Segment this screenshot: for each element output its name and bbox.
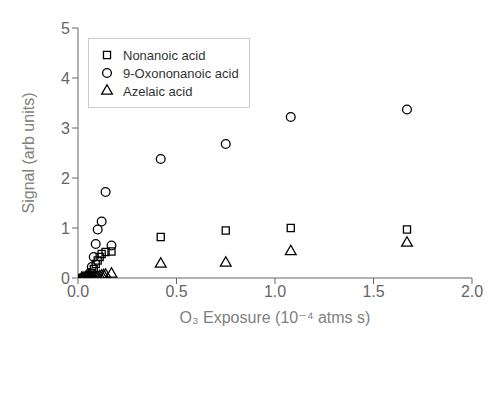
svg-text:5: 5 xyxy=(61,20,70,37)
svg-text:4: 4 xyxy=(61,70,70,87)
svg-text:0.0: 0.0 xyxy=(67,283,89,300)
svg-text:O₃ Exposure (10⁻⁴ atms s): O₃ Exposure (10⁻⁴ atms s) xyxy=(180,309,371,326)
svg-text:2: 2 xyxy=(61,170,70,187)
svg-text:0.5: 0.5 xyxy=(165,283,187,300)
html-text:Azelaic acid: Azelaic acid xyxy=(123,83,193,99)
svg-text:1: 1 xyxy=(61,220,70,237)
svg-text:1.5: 1.5 xyxy=(362,283,384,300)
svg-text:3: 3 xyxy=(61,120,70,137)
html-text:Nonanoic acid: Nonanoic acid xyxy=(123,47,206,63)
svg-text:2.0: 2.0 xyxy=(461,283,483,300)
svg-text:Signal (arb units): Signal (arb units) xyxy=(20,93,37,214)
html-text:9-Oxononanoic acid: 9-Oxononanoic acid xyxy=(123,65,239,81)
svg-text:0: 0 xyxy=(61,270,70,287)
svg-text:1.0: 1.0 xyxy=(264,283,286,300)
